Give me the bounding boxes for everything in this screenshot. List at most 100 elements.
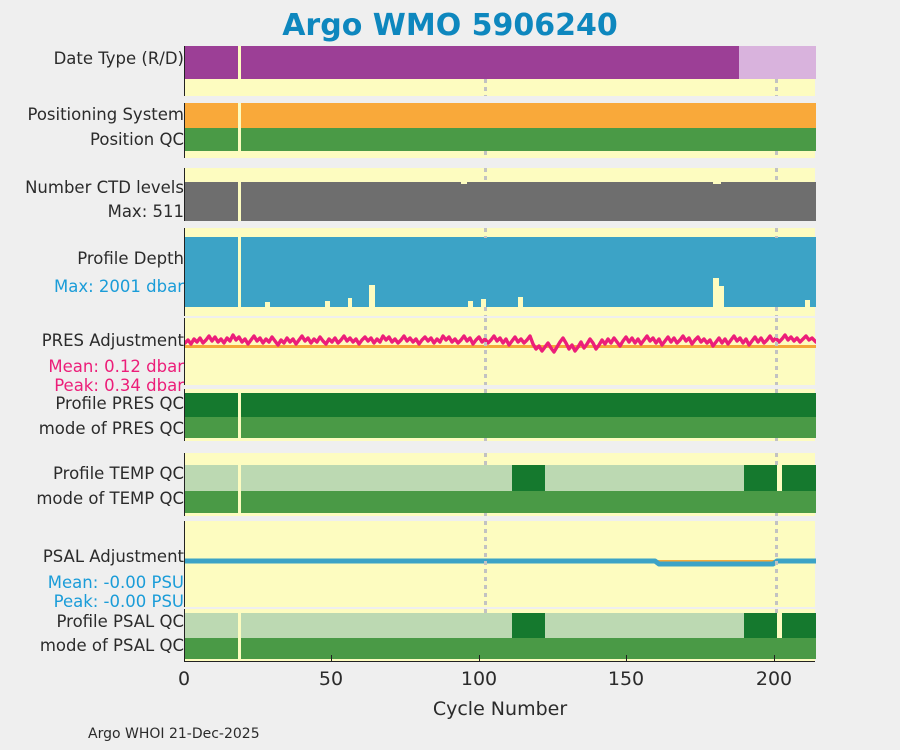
- bar-profile-temp-qc-a: [185, 465, 238, 491]
- bar-mode-pres-qc-b: [241, 417, 816, 438]
- label-pres-adjustment: PRES Adjustment: [41, 331, 184, 350]
- pres-reference-line: [185, 345, 816, 348]
- gridline-cycle-100: [484, 521, 487, 607]
- tick-label-200: 200: [755, 668, 793, 690]
- panel-pres-qc: [184, 389, 816, 441]
- tick-200: [774, 655, 775, 662]
- tick-100: [479, 655, 480, 662]
- label-mode-pres-qc: mode of PRES QC: [38, 419, 184, 438]
- gridline-cycle-100: [484, 453, 487, 466]
- bar-ctd-levels-dip-2: [713, 182, 721, 184]
- panel-pres-adjustment: [184, 318, 816, 385]
- label-ctd-levels-max: Max: 511: [107, 202, 184, 221]
- panel-date-type: [184, 46, 816, 96]
- gridline-cycle-100: [484, 79, 487, 96]
- gridline-cycle-100-lower: [484, 307, 487, 316]
- bar-positioning-a: [185, 103, 238, 128]
- bar-profile-depth-a: [185, 237, 238, 307]
- gridline-cycle-197: [775, 151, 778, 158]
- panel-psal-adjustment: [184, 521, 816, 607]
- bar-profile-psal-qc-dark-2: [744, 613, 777, 638]
- bar-ctd-levels-dip-1: [461, 182, 467, 184]
- bar-profile-psal-qc-c: [545, 613, 744, 638]
- gridline-cycle-197: [775, 521, 778, 607]
- gridline-cycle-197: [775, 168, 778, 183]
- gridline-cycle-197: [775, 609, 778, 614]
- bar-profile-temp-qc-c: [545, 465, 744, 491]
- gridline-cycle-100: [484, 389, 487, 394]
- label-profile-psal-qc: Profile PSAL QC: [56, 612, 184, 631]
- label-pres-peak: Peak: 0.34 dbar: [54, 376, 184, 395]
- bar-ctd-levels-b: [241, 182, 816, 221]
- panel-temp-qc: [184, 453, 816, 516]
- gridline-cycle-197: [775, 318, 778, 385]
- gridline-cycle-197-lower: [775, 438, 778, 441]
- bar-position-qc-a: [185, 128, 238, 151]
- bar-depth-dip-5: [468, 301, 473, 307]
- label-profile-depth-max: Max: 2001 dbar: [54, 277, 184, 296]
- label-date-type: Date Type (R/D): [53, 49, 184, 68]
- bar-mode-psal-qc-a: [185, 638, 238, 659]
- bar-date-type-real-b: [241, 46, 739, 79]
- bar-profile-psal-qc-dark-3: [782, 613, 816, 638]
- panel-positioning: [184, 103, 816, 158]
- bar-profile-pres-qc-b: [241, 393, 816, 417]
- x-axis-label: Cycle Number: [432, 698, 568, 720]
- gridline-cycle-100: [484, 609, 487, 614]
- gridline-cycle-197: [775, 389, 778, 394]
- bar-ctd-levels-a: [185, 182, 238, 221]
- bar-mode-temp-qc-b: [241, 491, 816, 513]
- psal-adjustment-line: [185, 558, 816, 567]
- bar-profile-psal-qc-dark-1: [512, 613, 545, 638]
- bar-mode-psal-qc-b: [241, 638, 816, 659]
- panel-profile-depth: [184, 228, 816, 316]
- gridline-cycle-100: [484, 151, 487, 158]
- gridline-cycle-100: [484, 318, 487, 385]
- label-psal-mean: Mean: -0.00 PSU: [47, 573, 184, 592]
- label-pres-mean: Mean: 0.12 dbar: [48, 357, 184, 376]
- bar-date-type-delayed: [739, 46, 816, 79]
- tick-0: [184, 655, 185, 662]
- label-position-qc: Position QC: [90, 130, 184, 149]
- bar-position-qc-b: [241, 128, 816, 151]
- gridline-cycle-100-lower: [484, 438, 487, 441]
- bar-depth-dip-6: [481, 299, 486, 307]
- bar-depth-dip-3: [348, 298, 352, 307]
- footer-credit: Argo WHOI 21-Dec-2025: [88, 726, 260, 742]
- bar-profile-temp-qc-dark-3: [782, 465, 816, 491]
- bar-profile-temp-qc-b: [241, 465, 512, 491]
- bar-depth-dip-7: [518, 297, 523, 307]
- label-psal-peak: Peak: -0.00 PSU: [53, 592, 184, 611]
- bar-depth-dip-4: [369, 285, 375, 307]
- bar-date-type-real-a: [185, 46, 238, 79]
- tick-50: [331, 655, 332, 662]
- bar-profile-psal-qc-b: [241, 613, 512, 638]
- bar-mode-pres-qc-a: [185, 417, 238, 438]
- bar-profile-psal-qc-a: [185, 613, 238, 638]
- bar-positioning-b: [241, 103, 816, 128]
- panel-psal-qc: [184, 609, 816, 662]
- bar-depth-dip-8: [713, 278, 719, 307]
- tick-label-150: 150: [607, 668, 645, 690]
- gridline-cycle-197: [775, 228, 778, 238]
- bar-depth-dip-9: [719, 286, 724, 307]
- tick-label-0: 0: [177, 668, 191, 690]
- bar-profile-temp-qc-dark-2: [744, 465, 777, 491]
- bar-profile-pres-qc-a: [185, 393, 238, 417]
- gridline-cycle-197-lower: [775, 307, 778, 316]
- tick-label-50: 50: [318, 668, 344, 690]
- bar-mode-temp-qc-a: [185, 491, 238, 513]
- pres-adjustment-line: [185, 333, 816, 354]
- label-profile-pres-qc: Profile PRES QC: [55, 394, 184, 413]
- gridline-cycle-100-lower: [484, 513, 487, 516]
- gridline-cycle-197: [775, 453, 778, 466]
- bar-profile-depth-b: [241, 237, 816, 307]
- label-positioning-system: Positioning System: [27, 105, 184, 124]
- label-mode-temp-qc: mode of TEMP QC: [36, 489, 184, 508]
- gridline-cycle-100: [484, 168, 487, 183]
- label-ctd-levels: Number CTD levels: [25, 178, 184, 197]
- gridline-cycle-197-lower: [775, 513, 778, 516]
- label-profile-depth: Profile Depth: [77, 249, 184, 268]
- bar-depth-dip-10: [805, 300, 810, 307]
- bar-depth-dip-2: [325, 301, 330, 307]
